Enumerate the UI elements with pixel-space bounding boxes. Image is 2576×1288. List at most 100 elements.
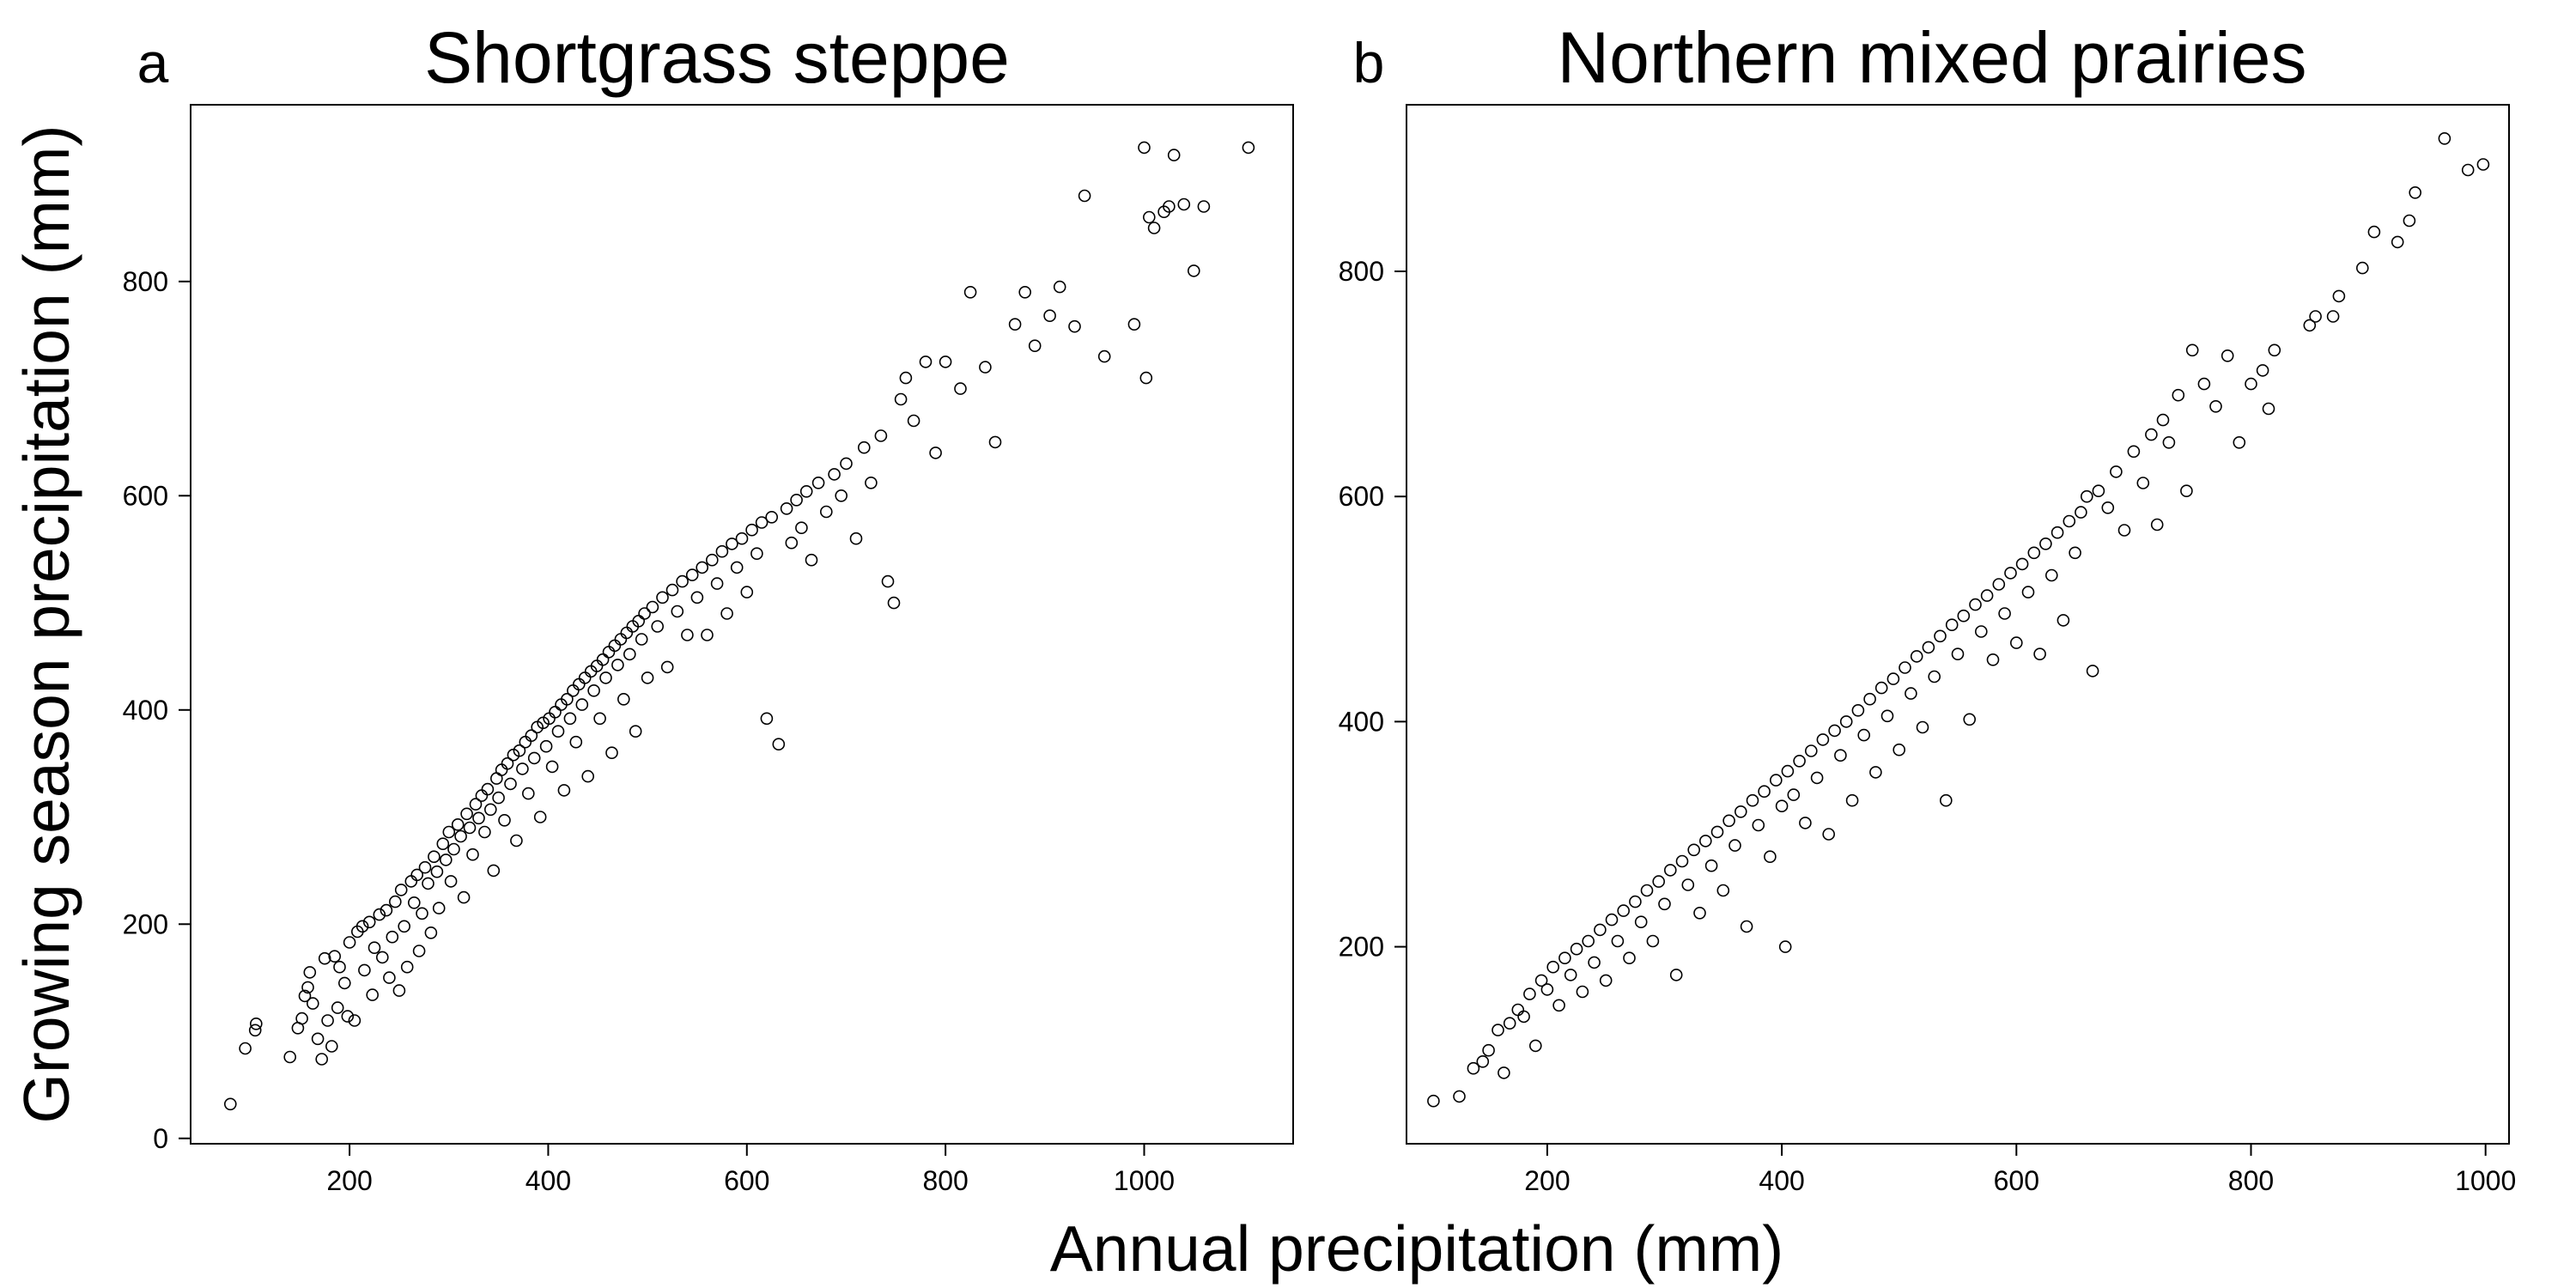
panel-a-data-point (466, 848, 479, 861)
panel-a-data-point (963, 285, 977, 299)
panel-a-y-tick-label: 600 (123, 480, 168, 511)
panel-a-data-point (460, 807, 473, 821)
panel-a-data-point (919, 355, 933, 368)
panel-a-data-point (939, 355, 952, 368)
panel-b-data-point (1986, 653, 2000, 666)
panel-a-data-point (301, 981, 314, 994)
panel-a-data-point (321, 1014, 334, 1027)
panel-b-title: Northern mixed prairies (1558, 17, 2307, 98)
panel-b-data-point (2057, 614, 2070, 627)
panel-a-data-point (1242, 141, 1255, 155)
panel-b-data-point (1552, 999, 1565, 1012)
panel-a-points (223, 141, 1255, 1111)
panel-a-data-point (447, 842, 460, 856)
panel-a-data-point (472, 811, 485, 825)
panel-a-data-point (979, 361, 992, 374)
panel-a-data-point (400, 960, 414, 974)
panel-b-data-point (2117, 524, 2131, 537)
panel-a-data-point (907, 414, 920, 428)
panel-a-data-point (563, 712, 577, 726)
panel-b-data-point (2256, 364, 2269, 377)
panel-b-data-point (2033, 647, 2046, 661)
panel-a-data-point (1008, 318, 1022, 331)
panel-a-data-point (318, 951, 331, 965)
panel-b-data-point (1634, 915, 1648, 928)
panel-a-data-point (373, 908, 386, 921)
panel-a-data-point (412, 945, 426, 957)
panel-a-data-point (620, 626, 634, 640)
panel-b-data-point (1710, 825, 1724, 839)
panel-b-data-point (2004, 567, 2017, 580)
panel-a-data-point (442, 825, 456, 839)
panel-a-data-point (772, 738, 786, 751)
panel-b-y-tick-label: 800 (1339, 256, 1384, 287)
panel-a-data-point (617, 692, 630, 706)
panel-a-data-point (567, 683, 580, 697)
panel-a-data-point (646, 600, 659, 614)
panel-a-data-point (720, 607, 733, 620)
panel-b-data-point (2127, 445, 2141, 459)
panel-b-data-point (2268, 343, 2281, 357)
panel-a-data-point (790, 493, 803, 507)
panel-a-data-point (249, 1018, 263, 1030)
panel-a-data-point (489, 772, 503, 785)
panel-b-data-point (2101, 501, 2115, 514)
panel-b-data-point (1529, 1039, 1542, 1053)
panel-b-data-point (1540, 983, 1554, 996)
panel-a-data-point (375, 951, 389, 964)
panel-b-data-point (1992, 578, 2006, 591)
panel-b-data-point (1704, 859, 1718, 872)
panel-b-data-point (1503, 1017, 1516, 1030)
panel-a-data-point (1078, 189, 1091, 203)
panel-b-data-point (2367, 225, 2381, 239)
panel-b-data-point (1770, 774, 1783, 787)
panel-b-data-point (1427, 1094, 1440, 1108)
panel-a-data-point (1138, 141, 1151, 155)
panel-a: a Shortgrass steppe 200 400 600 800 1000 0 20… (123, 17, 1294, 1196)
panel-a-data-point (510, 834, 523, 848)
panel-b-data-point (1845, 793, 1859, 807)
panel-a-data-point (498, 813, 511, 827)
panel-a-data-point (388, 895, 402, 908)
panel-b-data-point (1716, 884, 1730, 897)
panel-a-data-point (1143, 210, 1156, 224)
panel-b-data-point (1699, 835, 1712, 848)
panel-b-data-point (1582, 934, 1595, 948)
panel-a-data-point (416, 907, 428, 920)
panel-b-data-point (2197, 377, 2211, 391)
panel-a-x-tick-label: 600 (724, 1165, 769, 1196)
panel-a-data-point (430, 865, 444, 878)
panel-b-data-point (2391, 235, 2404, 249)
panel-a-data-point (348, 1014, 361, 1027)
panel-a-data-point (1043, 309, 1056, 323)
panel-a-data-point (638, 607, 651, 620)
panel-b-data-point (1693, 907, 1706, 920)
panel-a-x-ticks: 200 400 600 800 1000 (326, 1144, 1175, 1196)
panel-a-data-point (760, 712, 774, 726)
panel-a-data-point (745, 523, 758, 537)
panel-a-data-point (333, 960, 346, 974)
panel-b-plot-frame (1406, 104, 2510, 1145)
panel-b-data-point (1476, 1055, 1490, 1068)
panel-b-data-point (1857, 728, 1870, 742)
panel-a-y-tick-label: 0 (153, 1123, 168, 1154)
panel-a-data-point (295, 1012, 308, 1025)
panel-a-data-point (343, 936, 356, 949)
panel-b-data-point (2180, 484, 2193, 498)
panel-a-data-point (483, 803, 497, 817)
panel-b-data-point (1922, 641, 1935, 654)
panel-a-data-point (799, 484, 813, 498)
panel-a-data-point (765, 510, 779, 524)
panel-a-data-point (929, 447, 942, 459)
panel-b-data-point (1735, 805, 1747, 818)
panel-a-data-point (811, 476, 825, 489)
panel-b-data-point (2233, 435, 2246, 449)
panel-a-data-point (696, 561, 709, 574)
panel-a-data-point (561, 692, 574, 706)
panel-b-data-point (2356, 261, 2369, 275)
panel-b-data-point (1517, 1010, 1530, 1024)
panel-a-data-point (545, 760, 559, 774)
panel-b-data-point (1828, 724, 1841, 738)
panel-b-data-point (1940, 793, 1953, 807)
